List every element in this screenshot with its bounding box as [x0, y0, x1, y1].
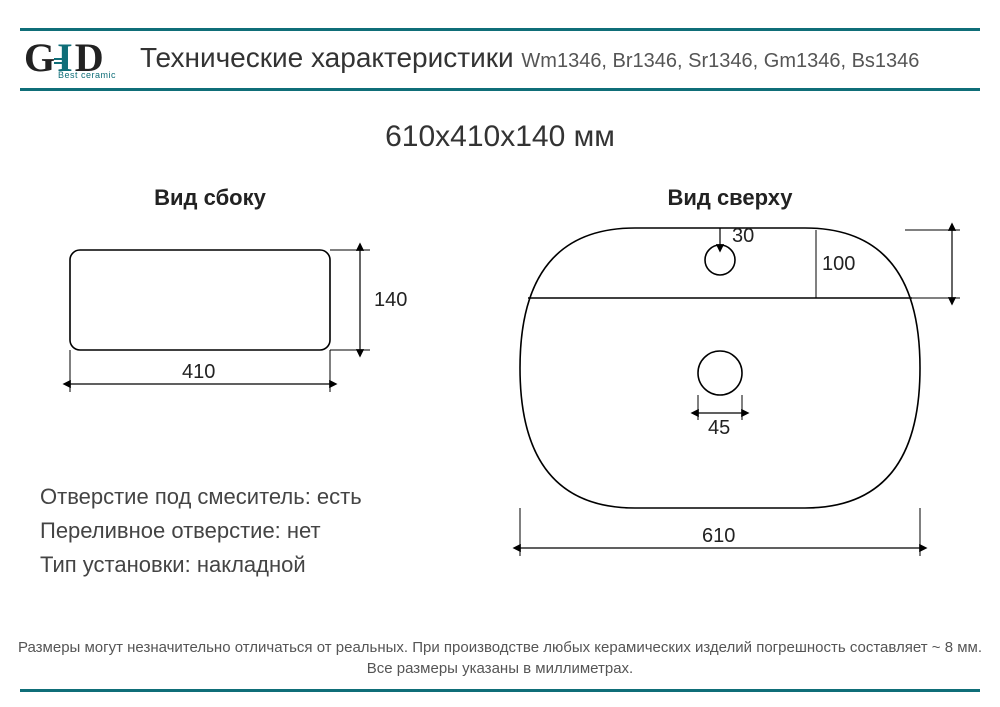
rule-top — [20, 28, 980, 31]
spec-row: Тип установки: накладной — [40, 548, 362, 582]
dim-610: 610 — [702, 525, 735, 547]
title-label: Технические характеристики — [140, 42, 514, 73]
footnote-line1: Размеры могут незначительно отличаться о… — [18, 639, 982, 656]
footnote: Размеры могут незначительно отличаться о… — [0, 637, 1000, 679]
rule-bottom — [20, 689, 980, 692]
dim-100: 100 — [822, 253, 855, 275]
dimensions-headline: 610х410х140 мм — [0, 120, 1000, 154]
dim-faucet: 30 — [732, 225, 754, 247]
top-view-drawing: 30 45 100 610 — [510, 218, 980, 623]
top-view-label: Вид сверху — [600, 185, 860, 211]
title: Технические характеристики Wm1346, Br134… — [140, 42, 919, 74]
dim-drain: 45 — [708, 417, 730, 439]
side-view-drawing: 140 410 — [60, 240, 420, 445]
dim-height: 140 — [374, 289, 407, 311]
spec-row: Отверстие под смеситель: есть — [40, 480, 362, 514]
brand-tagline: Best ceramic — [58, 70, 116, 80]
dim-width: 410 — [182, 361, 215, 383]
spec-sheet: { "brand": { "name": "GID", "tagline": "… — [0, 0, 1000, 707]
footnote-line2: Все размеры указаны в миллиметрах. — [367, 660, 633, 677]
spec-row: Переливное отверстие: нет — [40, 514, 362, 548]
title-models: Wm1346, Br1346, Sr1346, Gm1346, Bs1346 — [521, 50, 919, 72]
side-view-label: Вид сбоку — [110, 185, 310, 211]
spec-list: Отверстие под смеситель: есть Переливное… — [40, 480, 362, 582]
rule-mid — [20, 88, 980, 91]
brand-logo-bars — [54, 56, 68, 64]
